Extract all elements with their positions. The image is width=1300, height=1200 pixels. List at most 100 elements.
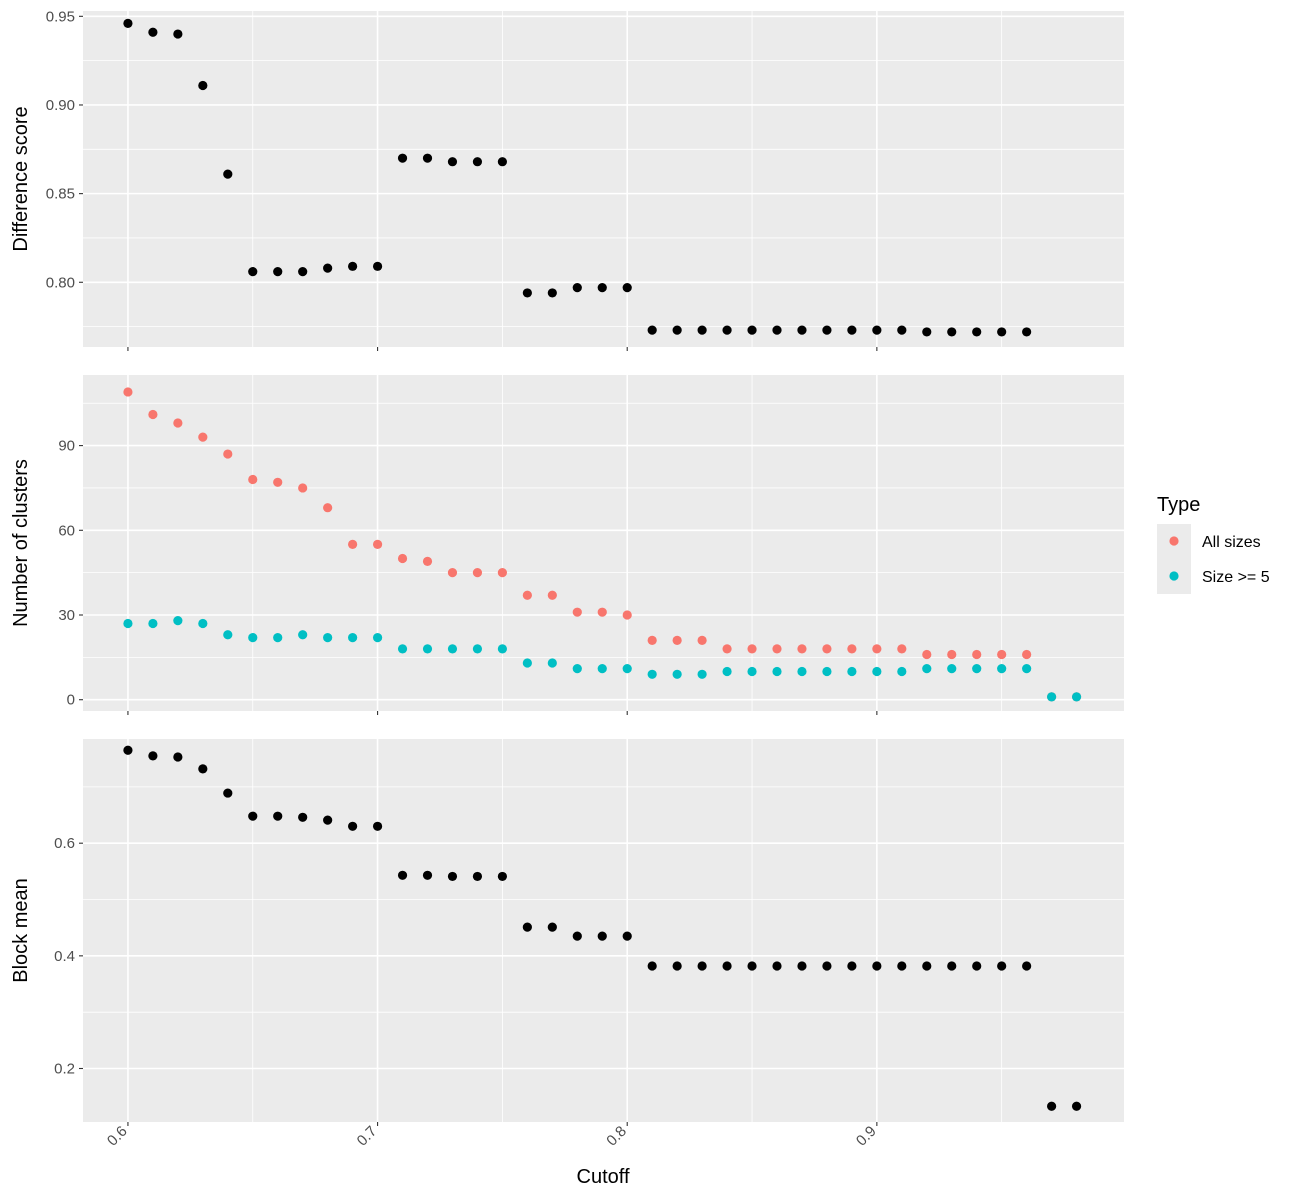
x-tick-label: 0.7 xyxy=(354,1123,381,1150)
data-point xyxy=(547,922,557,932)
data-point xyxy=(223,630,233,640)
data-point xyxy=(572,664,582,674)
data-point xyxy=(148,618,158,629)
data-point xyxy=(647,635,657,646)
data-point xyxy=(248,267,258,277)
data-point xyxy=(872,666,882,677)
data-point xyxy=(647,961,657,971)
data-point xyxy=(472,871,483,882)
data-point xyxy=(348,539,358,550)
data-point xyxy=(173,29,183,39)
data-point xyxy=(722,666,732,677)
legend-key-background xyxy=(1157,524,1191,594)
data-point xyxy=(872,961,882,971)
data-point xyxy=(672,635,682,646)
legend-label-all-sizes: All sizes xyxy=(1202,534,1261,551)
x-axis-title: Cutoff xyxy=(577,1166,630,1188)
panel-number-of-clusters: 0 30 60 90 Number of clusters xyxy=(10,375,1124,715)
data-point xyxy=(872,644,882,654)
data-point xyxy=(747,961,757,971)
legend-title: Type xyxy=(1157,494,1200,516)
panel-background xyxy=(83,739,1124,1122)
data-point xyxy=(547,590,557,600)
y-tick-label: 0.2 xyxy=(54,1060,75,1077)
data-point xyxy=(472,157,483,167)
data-point xyxy=(622,931,632,941)
data-point xyxy=(223,169,233,179)
data-point xyxy=(298,812,308,822)
data-point xyxy=(972,649,982,660)
data-point xyxy=(822,325,832,335)
data-point xyxy=(148,27,158,37)
data-point xyxy=(997,961,1007,971)
data-point xyxy=(597,664,607,674)
data-point xyxy=(173,616,183,626)
data-point xyxy=(123,387,133,397)
data-point xyxy=(722,325,732,335)
x-tick-label: 0.6 xyxy=(104,1123,131,1150)
data-point xyxy=(797,644,807,654)
data-point xyxy=(123,18,133,29)
data-point xyxy=(397,153,408,163)
data-point xyxy=(947,649,957,660)
data-point xyxy=(947,664,957,674)
data-point xyxy=(797,325,807,335)
data-point xyxy=(223,449,233,459)
data-point xyxy=(372,821,383,831)
y-axis-title: Difference score xyxy=(10,106,32,251)
data-point xyxy=(422,870,433,880)
data-point xyxy=(597,607,607,617)
data-point xyxy=(772,961,782,971)
data-point xyxy=(772,325,782,335)
data-point xyxy=(397,644,408,654)
data-point xyxy=(797,666,807,677)
data-point xyxy=(497,568,507,578)
panels: 0.80 0.85 0.90 0.95 Difference score 0 30 60 90 N… xyxy=(10,8,1124,1150)
data-point xyxy=(972,664,982,674)
data-point xyxy=(248,811,258,821)
y-tick-label: 0.90 xyxy=(46,97,75,114)
data-point xyxy=(722,961,732,971)
panel-background xyxy=(83,375,1124,711)
data-point xyxy=(922,961,932,971)
data-point xyxy=(298,483,308,493)
data-point xyxy=(323,503,333,513)
panel-background xyxy=(83,11,1124,347)
data-point xyxy=(572,283,582,293)
data-point xyxy=(123,618,133,629)
data-point xyxy=(747,644,757,654)
data-point xyxy=(1047,692,1057,702)
series-size-5 xyxy=(123,616,1082,702)
data-point xyxy=(348,821,358,831)
data-point xyxy=(1071,692,1082,702)
data-point xyxy=(597,931,607,941)
data-point xyxy=(497,157,507,167)
data-point xyxy=(672,325,682,335)
data-point xyxy=(747,325,757,335)
data-point xyxy=(422,153,433,163)
data-point xyxy=(273,477,283,487)
y-axis-title: Block mean xyxy=(10,878,32,983)
data-point xyxy=(1022,664,1032,674)
data-point xyxy=(672,669,682,679)
y-tick-label: 0.95 xyxy=(46,8,75,25)
data-point xyxy=(847,961,857,971)
data-point xyxy=(997,327,1007,337)
data-point xyxy=(647,669,657,679)
y-tick-label: 0.85 xyxy=(46,186,75,203)
legend-label-size-ge-5: Size >= 5 xyxy=(1202,569,1270,586)
data-point xyxy=(1047,1101,1057,1111)
data-point xyxy=(123,745,133,755)
data-point xyxy=(847,666,857,677)
y-tick-label: 60 xyxy=(58,522,75,539)
data-point xyxy=(622,610,632,620)
data-point xyxy=(173,752,183,762)
data-point xyxy=(447,644,458,654)
y-tick-label: 90 xyxy=(58,438,75,455)
data-point xyxy=(522,658,532,668)
data-point xyxy=(472,568,483,578)
data-point xyxy=(772,644,782,654)
data-point xyxy=(323,815,333,825)
data-point xyxy=(622,664,632,674)
